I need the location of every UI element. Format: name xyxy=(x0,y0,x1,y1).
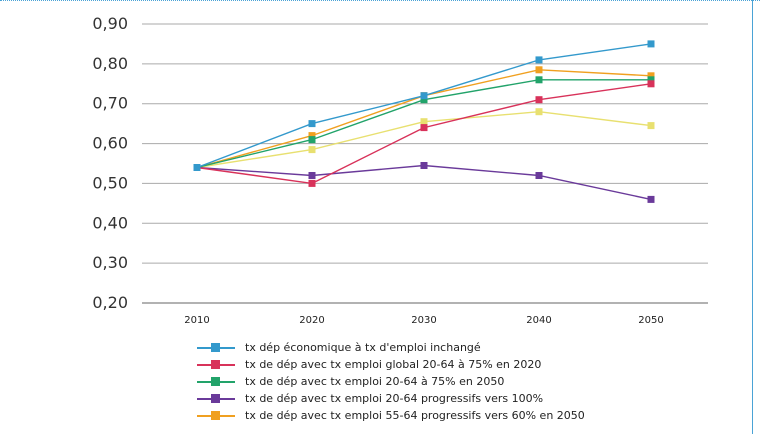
data-point xyxy=(308,179,316,187)
x-axis-tick-labels: 2010 2020 2030 2040 2050 xyxy=(184,315,663,326)
series-line xyxy=(196,164,652,201)
legend-item: tx de dép avec tx emploi global 20-64 à … xyxy=(197,356,697,373)
x-tick-label: 2010 xyxy=(184,315,209,326)
legend-label: tx dép économique à tx d'emploi inchangé xyxy=(245,341,481,354)
data-point xyxy=(420,162,428,169)
data-point xyxy=(193,164,201,171)
legend-item: tx de dép avec tx emploi 55-64 progressi… xyxy=(197,407,697,424)
data-point xyxy=(420,96,428,104)
data-point xyxy=(647,122,655,130)
data-point xyxy=(420,118,428,126)
data-point xyxy=(647,195,655,203)
series xyxy=(193,162,655,203)
legend-swatch xyxy=(197,410,235,421)
y-axis-tick-labels: 0,20 0,30 0,40 0,50 0,60 0,70 0,80 0,90 xyxy=(92,14,128,312)
series xyxy=(193,40,655,171)
legend-swatch-marker xyxy=(211,394,220,403)
legend-label: tx de dép avec tx emploi global 20-64 à … xyxy=(245,358,542,371)
legend: tx dép économique à tx d'emploi inchangé… xyxy=(197,339,697,424)
data-point xyxy=(647,80,655,88)
data-point xyxy=(308,146,316,154)
y-tick-label: 0,90 xyxy=(92,14,128,33)
y-tick-label: 0,50 xyxy=(92,173,128,192)
frame-top-border xyxy=(0,0,760,1)
legend-label: tx de dép avec tx emploi 55-64 progressi… xyxy=(245,409,585,422)
data-point xyxy=(535,96,543,104)
data-point xyxy=(420,124,428,132)
legend-swatch xyxy=(197,376,235,387)
legend-swatch-marker xyxy=(211,360,220,369)
frame-right-border xyxy=(752,0,753,434)
y-tick-label: 0,30 xyxy=(92,253,128,272)
data-point xyxy=(535,76,543,84)
y-tick-label: 0,40 xyxy=(92,213,128,232)
data-point xyxy=(420,92,428,100)
x-tick-label: 2020 xyxy=(299,315,324,326)
x-tick-label: 2030 xyxy=(411,315,436,326)
data-point xyxy=(647,76,655,84)
data-point xyxy=(308,136,316,144)
y-tick-label: 0,60 xyxy=(92,134,128,153)
x-tick-label: 2050 xyxy=(638,315,663,326)
legend-label: tx de dép avec tx emploi 20-64 progressi… xyxy=(245,392,544,405)
y-tick-label: 0,70 xyxy=(92,94,128,113)
series-lines xyxy=(193,40,655,203)
legend-item: tx de dép avec tx emploi 20-64 à 75% en … xyxy=(197,373,697,390)
data-point xyxy=(308,172,316,179)
y-tick-label: 0,80 xyxy=(92,54,128,73)
series xyxy=(193,108,655,171)
legend-item: tx de dép avec tx emploi 20-64 progressi… xyxy=(197,390,697,407)
data-point xyxy=(535,172,543,179)
legend-swatch xyxy=(197,393,235,404)
x-tick-label: 2040 xyxy=(526,315,551,326)
data-point xyxy=(308,120,316,128)
data-point xyxy=(647,72,655,80)
legend-swatch xyxy=(197,342,235,353)
legend-swatch-marker xyxy=(211,343,220,352)
legend-swatch xyxy=(197,359,235,370)
data-point xyxy=(308,132,316,140)
data-point xyxy=(535,108,543,116)
data-point xyxy=(535,56,543,64)
data-point xyxy=(535,66,543,74)
legend-swatch-marker xyxy=(211,411,220,420)
gridlines xyxy=(142,23,708,304)
legend-item: tx dép économique à tx d'emploi inchangé xyxy=(197,339,697,356)
legend-label: tx de dép avec tx emploi 20-64 à 75% en … xyxy=(245,375,505,388)
y-tick-label: 0,20 xyxy=(92,293,128,312)
legend-swatch-marker xyxy=(211,377,220,386)
data-point xyxy=(647,40,655,48)
